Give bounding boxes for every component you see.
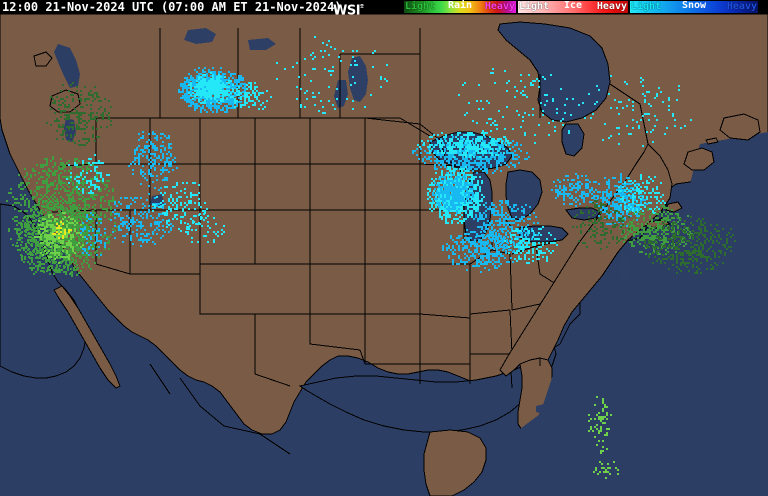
legend-light-label-snow: Light <box>631 1 662 12</box>
legend-group-rain: Light Heavy Rain <box>404 0 516 13</box>
legend-group-snow: Light Heavy Snow <box>630 0 758 13</box>
header-bar: 12:00 21-Nov-2024 UTC (07:00 AM ET 21-No… <box>0 0 768 18</box>
basemap <box>0 14 768 496</box>
legend-heavy-label-ice: Heavy <box>596 1 627 12</box>
radar-map[interactable] <box>0 14 768 496</box>
legend-heavy-label-rain: Heavy <box>484 1 515 12</box>
wsi-registered-mark: º <box>360 3 364 11</box>
lake-erie <box>517 225 569 243</box>
legend-light-label-ice: Light <box>519 1 550 12</box>
legend-light-label-rain: Light <box>405 1 436 12</box>
legend-group-ice: Light Heavy Ice <box>518 0 628 13</box>
legend-title-snow: Snow <box>682 0 707 11</box>
timestamp-label: 12:00 21-Nov-2024 UTC (07:00 AM ET 21-No… <box>2 0 342 14</box>
wsi-logo-text: WSI <box>333 3 361 19</box>
wsi-logo: WSIº <box>333 0 364 18</box>
legend-heavy-label-snow: Heavy <box>726 1 757 12</box>
legend-title-rain: Rain <box>448 0 473 11</box>
legend-title-ice: Ice <box>564 0 583 11</box>
